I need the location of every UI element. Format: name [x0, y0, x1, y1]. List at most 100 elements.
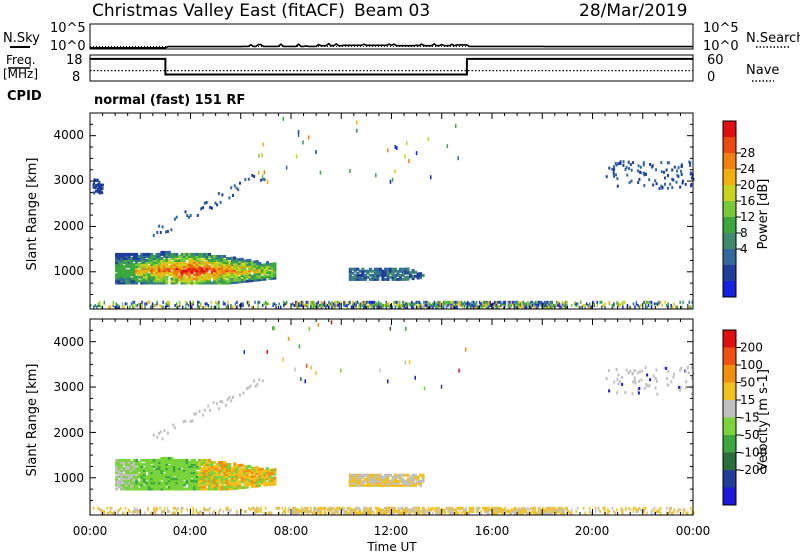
heatmap-cell	[130, 252, 134, 256]
heatmap-cell	[200, 263, 204, 267]
heatmap-cell	[384, 483, 387, 487]
heatmap-cell	[213, 487, 217, 491]
heatmap-cell	[155, 477, 159, 481]
heatmap-cell	[220, 279, 224, 283]
heatmap-cell	[353, 477, 357, 481]
heatmap-cell	[200, 261, 204, 265]
heatmap-cell	[534, 304, 537, 307]
noise-left-tick-top: 10^5	[50, 21, 86, 36]
heatmap-cell	[607, 508, 609, 512]
heatmap-cell	[218, 279, 222, 283]
heatmap-cell	[175, 259, 179, 262]
heatmap-cell	[165, 269, 169, 273]
heatmap-cell	[223, 465, 227, 468]
heatmap-cell	[230, 262, 234, 266]
heatmap-cell	[160, 265, 164, 269]
heatmap-cell	[400, 304, 402, 307]
heatmap-cell	[394, 269, 397, 273]
heatmap-cell	[175, 255, 179, 258]
heatmap-cell	[416, 481, 420, 485]
heatmap-cell	[521, 305, 523, 309]
heatmap-cell	[284, 508, 286, 512]
heatmap-cell	[112, 511, 115, 515]
heatmap-cell	[198, 465, 201, 468]
heatmap-cell	[160, 467, 164, 471]
heatmap-cell	[465, 302, 467, 306]
heatmap-cell	[417, 305, 419, 309]
heatmap-cell	[356, 475, 360, 479]
heatmap-cell	[308, 326, 310, 331]
heatmap-cell	[347, 506, 350, 510]
heatmap-cell	[253, 175, 256, 178]
velocity-axis-ticks	[89, 318, 694, 515]
heatmap-cell	[165, 479, 169, 483]
heatmap-cell	[170, 456, 174, 460]
heatmap-cell	[142, 273, 146, 277]
heatmap-cell	[356, 120, 358, 125]
colorbar-swatch	[723, 281, 736, 297]
heatmap-cell	[438, 506, 440, 510]
heatmap-cell	[120, 467, 124, 471]
heatmap-cell	[635, 300, 638, 304]
heatmap-cell	[527, 300, 529, 304]
heatmap-cell	[293, 304, 295, 307]
heatmap-cell	[263, 511, 265, 515]
heatmap-cell	[515, 300, 517, 304]
heatmap-cell	[174, 304, 176, 307]
heatmap-cell	[404, 483, 408, 487]
heatmap-cell	[566, 506, 568, 510]
heatmap-cell	[127, 279, 131, 283]
heatmap-cell	[215, 265, 219, 269]
heatmap-cell	[218, 469, 222, 473]
heatmap-cell	[145, 261, 149, 265]
heatmap-cell	[665, 511, 668, 515]
heatmap-cell	[488, 305, 490, 309]
heatmap-cell	[175, 487, 179, 491]
heatmap-cell	[250, 262, 254, 266]
heatmap-cell	[147, 506, 149, 510]
heatmap-cell	[445, 305, 448, 309]
heatmap-cell	[391, 477, 395, 481]
heatmap-cell	[613, 174, 615, 178]
heatmap-cell	[687, 511, 689, 515]
heatmap-cell	[190, 275, 194, 279]
heatmap-cell	[658, 187, 661, 191]
heatmap-cell	[157, 458, 161, 462]
heatmap-cell	[260, 467, 264, 471]
heatmap-cell	[269, 511, 271, 515]
heatmap-cell	[238, 276, 242, 280]
heatmap-cell	[475, 300, 478, 304]
heatmap-cell	[334, 302, 336, 306]
heatmap-cell	[260, 263, 264, 267]
heatmap-cell	[614, 161, 617, 165]
heatmap-cell	[144, 305, 146, 309]
heatmap-cell	[557, 302, 559, 306]
heatmap-cell	[421, 506, 424, 510]
heatmap-cell	[439, 300, 442, 304]
heatmap-cell	[355, 302, 357, 306]
heatmap-cell	[125, 273, 129, 277]
heatmap-cell	[150, 465, 154, 468]
heatmap-cell	[117, 485, 121, 489]
heatmap-cell	[459, 300, 461, 304]
heatmap-cell	[566, 510, 568, 513]
heatmap-cell	[388, 510, 390, 513]
heatmap-cell	[456, 506, 458, 510]
heatmap-cell	[121, 302, 124, 306]
heatmap-cell	[188, 465, 191, 468]
heatmap-cell	[195, 277, 199, 281]
heatmap-cell	[162, 252, 166, 256]
heatmap-cell	[150, 259, 154, 262]
heatmap-cell	[396, 271, 400, 275]
heatmap-cell	[401, 267, 405, 271]
heatmap-cell	[512, 508, 514, 512]
heatmap-cell	[152, 475, 156, 479]
heatmap-cell	[276, 506, 279, 510]
heatmap-cell	[177, 277, 181, 281]
heatmap-cell	[414, 302, 416, 306]
heatmap-cell	[439, 508, 442, 512]
heatmap-cell	[132, 471, 136, 475]
heatmap-cell	[127, 485, 131, 489]
heatmap-cell	[268, 262, 272, 266]
heatmap-cell	[170, 463, 174, 466]
